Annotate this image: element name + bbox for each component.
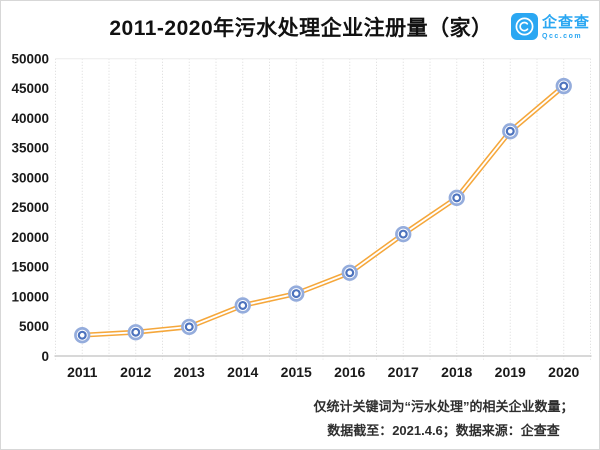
footnote-line1: 仅统计关键词为“污水处理”的相关企业数量； bbox=[313, 399, 574, 414]
data-point-marker-inner bbox=[238, 300, 248, 310]
x-axis-tick-label: 2012 bbox=[120, 364, 151, 380]
qcc-logo-domain: Qcc.com bbox=[542, 33, 583, 40]
data-point-marker-inner bbox=[291, 289, 301, 299]
y-axis-tick-label: 25000 bbox=[11, 200, 49, 215]
data-point-marker-inner bbox=[505, 126, 515, 136]
x-axis-tick-label: 2019 bbox=[495, 364, 526, 380]
data-point-marker-inner bbox=[559, 81, 569, 91]
y-axis-tick-label: 35000 bbox=[11, 141, 49, 156]
qcc-logo-icon bbox=[511, 13, 538, 40]
y-axis-tick-label: 10000 bbox=[11, 289, 49, 304]
data-point-marker-inner bbox=[184, 322, 194, 332]
chart-footnotes: 仅统计关键词为“污水处理”的相关企业数量； 数据截至：2021.4.6；数据来源… bbox=[296, 395, 591, 443]
page-title: 2011-2020年污水处理企业注册量（家） bbox=[109, 17, 493, 40]
x-axis-tick-label: 2011 bbox=[67, 364, 98, 380]
y-axis-tick-label: 0 bbox=[41, 349, 49, 364]
qcc-logo-text: 企查查 Qcc.com bbox=[542, 15, 590, 40]
y-axis-tick-label: 20000 bbox=[11, 230, 49, 245]
y-axis-tick-label: 30000 bbox=[11, 170, 49, 185]
series-line-outer bbox=[79, 83, 567, 338]
y-axis-tick-label: 45000 bbox=[11, 81, 49, 96]
data-point-marker-inner bbox=[77, 330, 87, 340]
x-axis-tick-label: 2014 bbox=[227, 364, 258, 380]
data-point-marker-inner bbox=[131, 327, 141, 337]
qcc-logo-name: 企查查 bbox=[542, 14, 591, 31]
data-point-marker-inner bbox=[345, 268, 355, 278]
series-line-core bbox=[81, 85, 565, 337]
data-point-marker-inner bbox=[452, 193, 462, 203]
x-axis-tick-label: 2018 bbox=[441, 364, 472, 380]
footnote-line2: 数据截至：2021.4.6；数据来源：企查查 bbox=[327, 423, 560, 438]
y-axis-tick-label: 40000 bbox=[11, 111, 49, 126]
y-axis-tick-label: 5000 bbox=[19, 319, 49, 334]
qcc-logo: 企查查 Qcc.com bbox=[511, 13, 590, 40]
x-axis-tick-label: 2020 bbox=[548, 364, 579, 380]
y-axis-tick-label: 15000 bbox=[11, 260, 49, 275]
x-axis-tick-label: 2015 bbox=[281, 364, 312, 380]
x-axis-tick-label: 2013 bbox=[174, 364, 205, 380]
x-axis-tick-label: 2017 bbox=[388, 364, 419, 380]
data-point-marker-inner bbox=[398, 229, 408, 239]
y-axis-tick-label: 50000 bbox=[11, 52, 49, 67]
x-axis-tick-label: 2016 bbox=[334, 364, 365, 380]
